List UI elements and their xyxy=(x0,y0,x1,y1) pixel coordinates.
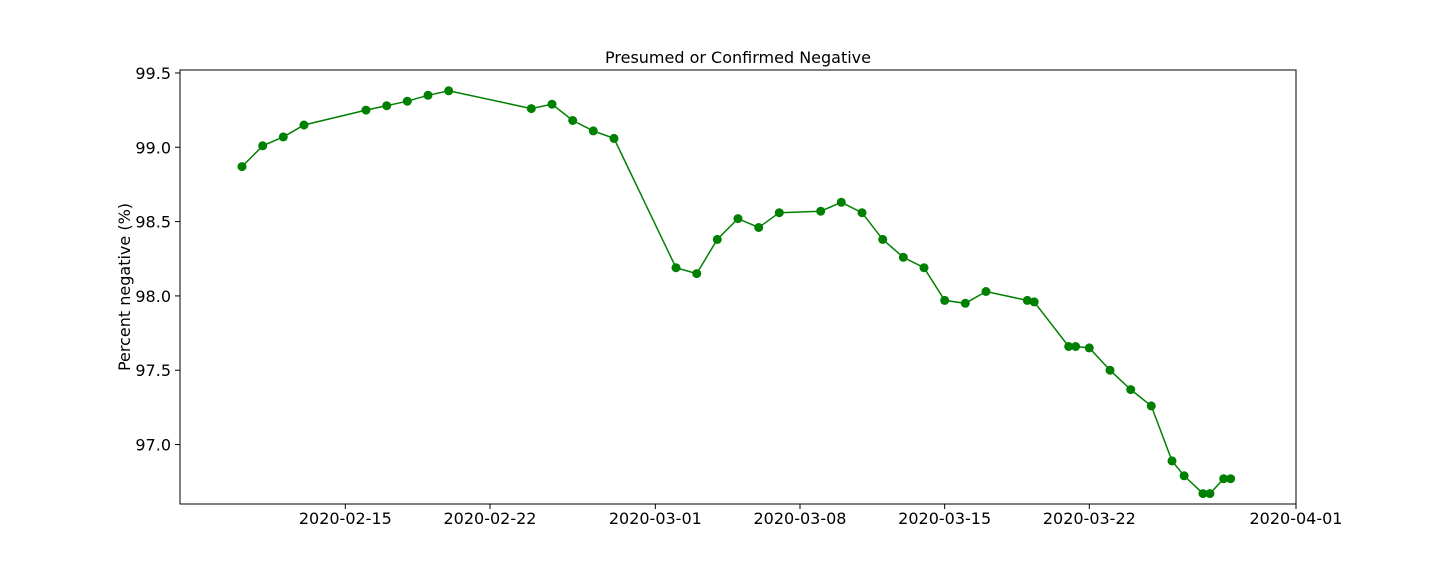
chart-title: Presumed or Confirmed Negative xyxy=(605,48,871,67)
data-point xyxy=(816,206,826,216)
x-tick-label: 2020-03-15 xyxy=(898,509,991,528)
data-point xyxy=(402,96,412,106)
data-point xyxy=(692,269,702,279)
data-point xyxy=(981,287,991,296)
data-point xyxy=(940,295,950,305)
data-point xyxy=(526,104,536,114)
data-point xyxy=(237,162,247,172)
y-tick-label: 99.5 xyxy=(135,64,171,83)
data-point xyxy=(836,197,846,207)
x-tick-label: 2020-03-01 xyxy=(609,509,702,528)
y-tick-label: 98.5 xyxy=(135,213,171,232)
data-point xyxy=(444,86,454,96)
data-point xyxy=(1205,489,1215,499)
data-point xyxy=(423,90,433,100)
data-point xyxy=(568,116,578,125)
x-tick-label: 2020-04-01 xyxy=(1250,509,1343,528)
data-point xyxy=(1105,365,1115,375)
data-point xyxy=(258,141,268,151)
y-tick-label: 99.0 xyxy=(135,138,171,157)
data-point xyxy=(671,263,681,273)
y-tick-label: 98.0 xyxy=(135,287,171,306)
x-tick-label: 2020-02-15 xyxy=(299,509,392,528)
data-point xyxy=(712,234,722,244)
data-point xyxy=(1198,489,1208,499)
y-tick-label: 97.5 xyxy=(135,361,171,380)
y-tick-label: 97.0 xyxy=(135,436,171,455)
series-group xyxy=(237,86,1236,499)
data-point xyxy=(919,263,929,273)
data-point xyxy=(754,223,764,232)
data-point xyxy=(1071,342,1081,351)
data-point xyxy=(960,298,970,308)
x-tick-label: 2020-03-22 xyxy=(1043,509,1136,528)
data-point xyxy=(1064,342,1074,351)
data-point xyxy=(857,208,867,218)
data-point xyxy=(1146,401,1156,411)
data-point xyxy=(1219,474,1229,484)
data-point xyxy=(361,105,371,115)
y-axis-title: Percent negative (%) xyxy=(115,203,134,371)
plot-frame xyxy=(179,69,1297,505)
data-point xyxy=(588,126,598,136)
data-point xyxy=(609,133,619,143)
data-point xyxy=(878,234,888,244)
data-point xyxy=(1167,456,1177,466)
data-point xyxy=(382,101,392,111)
x-tick-label: 2020-03-08 xyxy=(754,509,847,528)
data-point xyxy=(1029,297,1039,307)
data-point xyxy=(278,132,288,142)
data-point xyxy=(1179,471,1189,481)
y-axis: 97.0 97.5 98.0 98.5 99.0 99.5 xyxy=(135,64,180,455)
data-point xyxy=(547,99,557,109)
data-point xyxy=(1084,343,1094,353)
data-point xyxy=(1126,385,1136,395)
data-point xyxy=(898,252,908,262)
data-point xyxy=(1226,474,1236,484)
data-point xyxy=(733,214,743,224)
series-line xyxy=(241,90,1231,495)
data-point xyxy=(299,120,309,130)
data-point xyxy=(774,208,784,218)
x-tick-label: 2020-02-22 xyxy=(444,509,537,528)
data-point xyxy=(1022,295,1032,305)
x-axis: 2020-02-15 2020-02-22 2020-03-01 2020-03-08… xyxy=(299,504,1343,528)
